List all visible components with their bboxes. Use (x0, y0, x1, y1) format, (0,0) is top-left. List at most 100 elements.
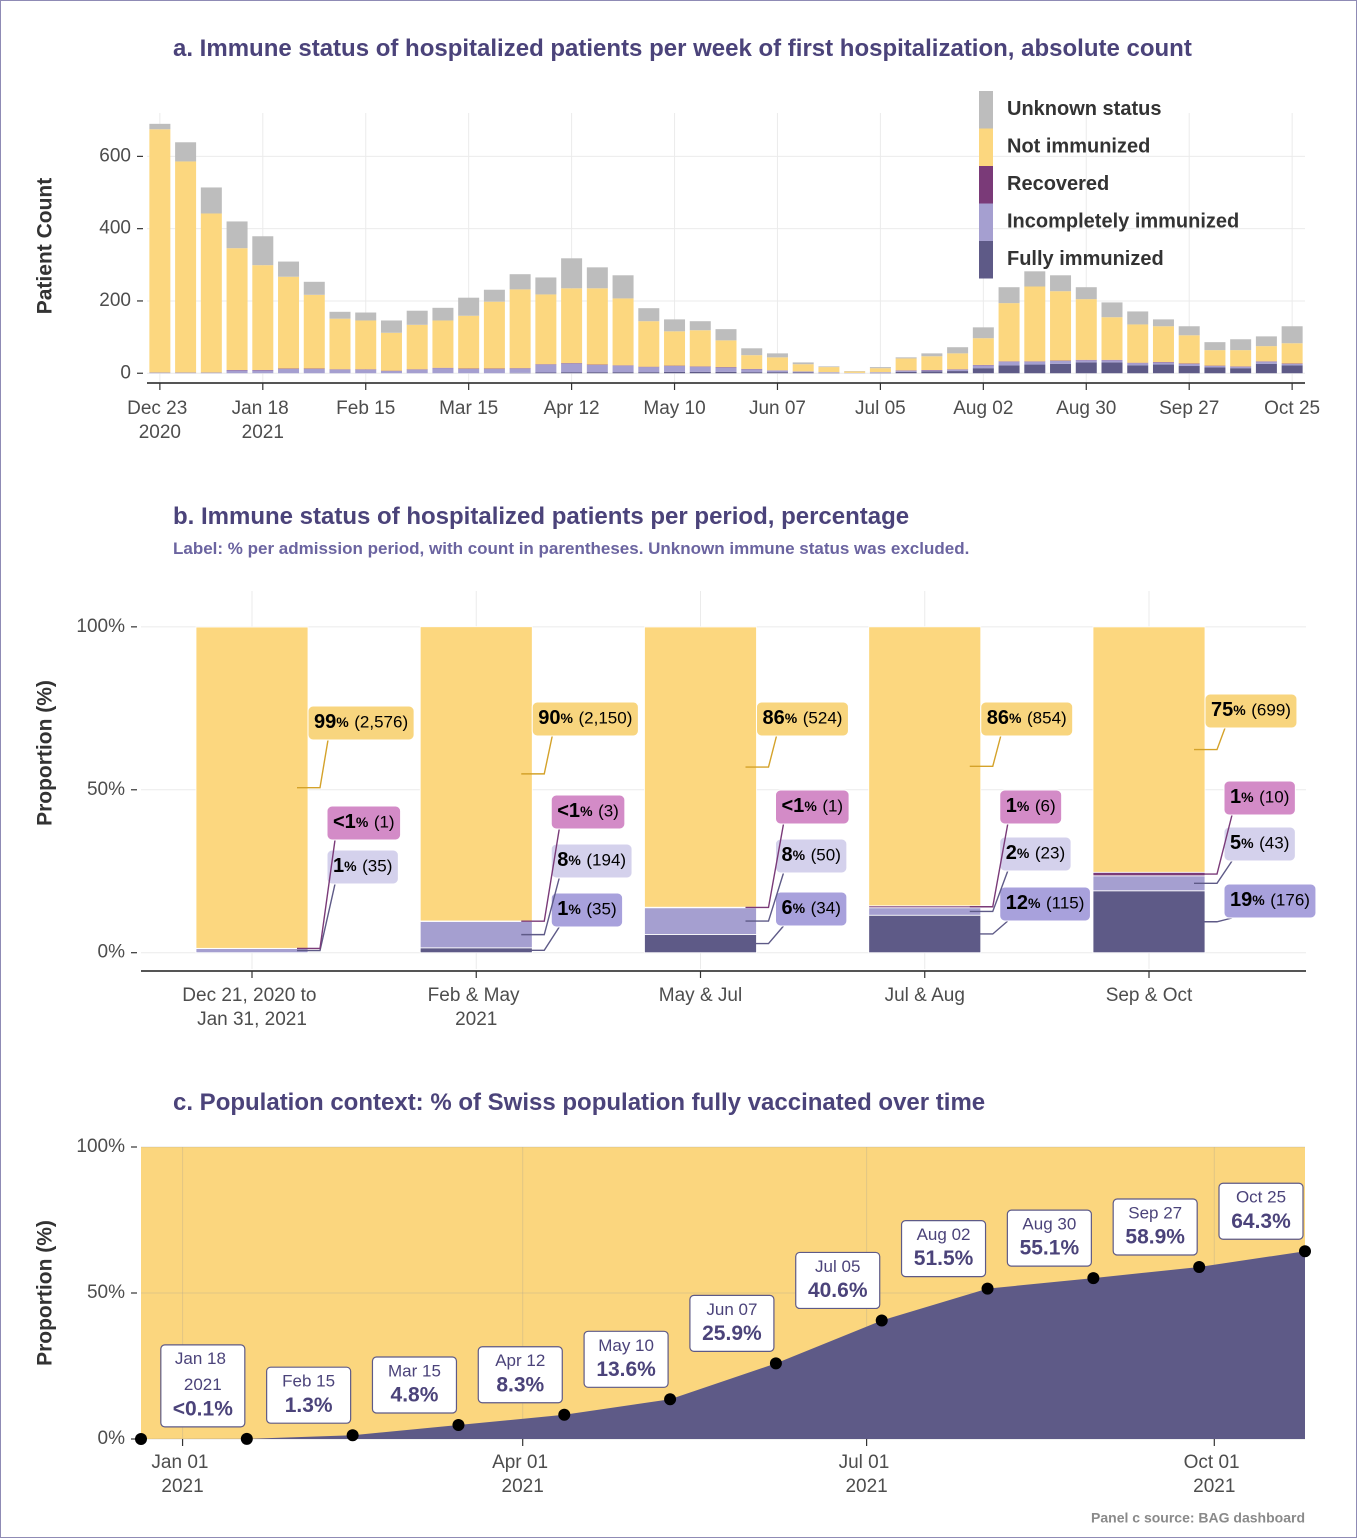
label-box (266, 1366, 352, 1424)
point (240, 1432, 253, 1445)
bar-segment (972, 338, 994, 365)
legend-label: Unknown status (1007, 98, 1161, 120)
y-tick-label: 50% (87, 1282, 125, 1303)
count-label: (35) (586, 899, 616, 918)
bar-segment (792, 372, 814, 374)
label-box (160, 1344, 246, 1428)
y-axis-title: Patient Count (34, 178, 57, 315)
bar-segment (998, 365, 1020, 374)
bar-segment (715, 367, 737, 372)
leader-line (969, 735, 1002, 768)
bar-segment (149, 129, 171, 373)
leader-line (1194, 727, 1226, 751)
value-label: 86% (987, 707, 1022, 729)
bar-segment (252, 370, 274, 374)
x-tick-label: Mar 15 (439, 398, 498, 419)
count-label: (34) (811, 898, 841, 917)
count-label: (1) (822, 796, 843, 815)
point-date-label: Oct 25 (1236, 1188, 1286, 1207)
bar-segment (664, 366, 686, 372)
legend-swatch (979, 166, 993, 204)
value-label: 5% (1230, 832, 1254, 854)
leader-line (969, 823, 1009, 908)
bar-segment (1255, 336, 1277, 347)
bar-segment (1024, 364, 1046, 374)
label-box (477, 1346, 563, 1404)
bar-segment (200, 187, 222, 214)
bar-segment (644, 907, 757, 935)
label-box (689, 1294, 775, 1352)
bar-segment (1092, 890, 1206, 954)
point-date-label: Apr 12 (495, 1351, 545, 1370)
bar-segment (972, 368, 994, 374)
bar-segment (278, 261, 300, 277)
x-tick-label: Aug 02 (953, 398, 1013, 419)
bar-segment (1075, 362, 1097, 374)
bar-segment (226, 221, 248, 249)
point-date-label: Jun 07 (706, 1300, 757, 1319)
x-tick-label: Jul 01 2021 (839, 1452, 895, 1497)
value-label: 1% (333, 855, 357, 877)
bar-segment (200, 213, 222, 373)
bar-segment (972, 327, 994, 339)
bar-segment (175, 142, 197, 162)
bar-segment (895, 370, 917, 372)
x-tick-label: Apr 01 2021 (492, 1452, 553, 1497)
leader-line (297, 739, 329, 789)
bar-segment (1075, 287, 1097, 300)
bar-segment (1127, 324, 1149, 363)
point (981, 1282, 994, 1295)
bar-segment (1024, 271, 1046, 287)
label-box (775, 891, 848, 927)
bar-segment (689, 366, 711, 372)
bar-segment (741, 355, 763, 369)
x-tick-label: Feb 15 (336, 398, 395, 419)
bar-segment (535, 364, 557, 373)
x-tick-label: Oct 25 (1264, 398, 1320, 419)
point (135, 1433, 147, 1445)
bar-segment (483, 289, 505, 302)
bar-segment (638, 372, 660, 374)
count-label: (50) (811, 845, 841, 864)
y-tick-label: 0% (98, 942, 126, 963)
label-box (550, 794, 626, 830)
legend-label: Not immunized (1007, 136, 1150, 158)
bar-segment (638, 321, 660, 367)
bar-segment (1255, 361, 1277, 364)
label-box (531, 701, 639, 737)
bar-segment (1281, 363, 1303, 366)
count-label: (6) (1035, 796, 1056, 815)
bar-segment (561, 372, 583, 374)
bar-segment (1092, 875, 1206, 892)
bar-segment (175, 372, 197, 374)
bar-segment (689, 330, 711, 367)
value-label: 51.5% (914, 1247, 974, 1270)
bar-segment (818, 367, 840, 373)
value-label: 58.9% (1125, 1226, 1185, 1249)
bar-segment (1255, 346, 1277, 362)
label-box (583, 1330, 669, 1388)
x-tick-label: Feb & May 2021 (428, 985, 525, 1030)
bar-segment (921, 371, 943, 374)
value-label: 13.6% (596, 1358, 656, 1381)
leader-line (969, 920, 1009, 935)
label-box (795, 1251, 881, 1310)
value-label: 25.9% (702, 1322, 762, 1345)
bar-segment (1101, 362, 1123, 374)
count-label: (3) (598, 801, 619, 820)
bar-segment (149, 123, 171, 130)
bar-segment (535, 277, 557, 295)
bar-segment (1092, 626, 1206, 873)
label-box (999, 789, 1063, 825)
point (875, 1314, 888, 1327)
bar-segment (1230, 368, 1252, 374)
bar-segment (1092, 871, 1206, 877)
y-tick-label: 0% (98, 1428, 126, 1449)
bar-segment (561, 363, 583, 373)
bar-segment (766, 372, 788, 374)
bar-segment (406, 324, 428, 370)
bar-segment (1075, 360, 1097, 363)
bar-segment (535, 372, 557, 374)
bar-segment (664, 371, 686, 374)
